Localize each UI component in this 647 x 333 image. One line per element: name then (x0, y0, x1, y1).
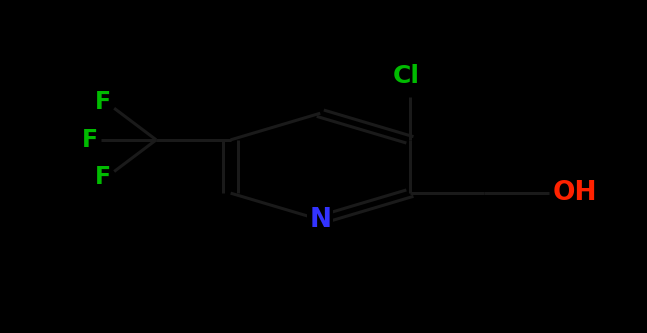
Text: Cl: Cl (393, 64, 420, 88)
Text: F: F (95, 90, 111, 114)
Text: OH: OH (553, 180, 597, 206)
Text: F: F (95, 166, 111, 189)
Text: F: F (82, 128, 98, 152)
Text: N: N (309, 207, 331, 233)
